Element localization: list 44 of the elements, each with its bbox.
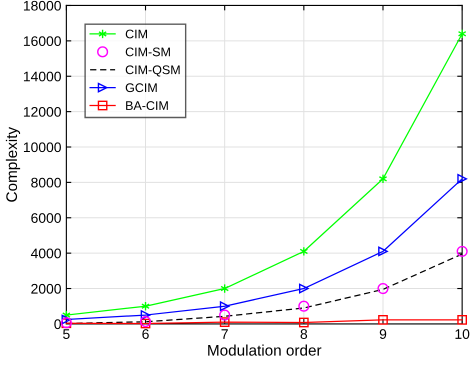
x-tick-label: 9 — [380, 329, 386, 339]
legend-label: CIM-QSM — [126, 65, 180, 76]
point — [220, 317, 230, 328]
y-tick-label: 14000 — [24, 72, 61, 82]
y-axis-title: Complexity — [6, 126, 20, 202]
point — [456, 246, 468, 257]
y-tick-label: 6000 — [31, 213, 61, 223]
y-tick-label: 12000 — [24, 106, 61, 117]
point — [140, 316, 152, 328]
point — [300, 246, 308, 256]
y-tick-label: 0 — [54, 319, 61, 330]
point — [220, 301, 230, 312]
legend-label: GCIM — [126, 83, 157, 92]
y-tick-label: 18000 — [24, 0, 61, 11]
x-tick-label: 5 — [63, 329, 70, 339]
y-tick-label: 4000 — [30, 248, 61, 258]
y-tick-label: 10000 — [24, 142, 61, 152]
point — [378, 174, 388, 184]
point — [378, 246, 388, 256]
legend-label: CIM — [126, 30, 147, 38]
point — [457, 314, 468, 325]
point — [378, 314, 388, 325]
x-tick-label: 7 — [222, 329, 228, 339]
y-tick-label: 16000 — [24, 36, 61, 46]
point — [220, 284, 229, 294]
legend-label: CIM-SM — [126, 47, 170, 56]
point — [457, 174, 468, 184]
x-tick-label: 10 — [455, 329, 470, 339]
x-axis-title: Modulation order — [208, 344, 322, 356]
x-tick-label: 6 — [142, 329, 149, 339]
point — [377, 282, 389, 294]
point — [458, 28, 466, 39]
x-tick-label: 8 — [300, 329, 308, 339]
point — [298, 300, 310, 312]
point — [141, 301, 150, 312]
y-tick-label: 8000 — [31, 178, 61, 188]
point — [298, 318, 309, 328]
y-tick-label: 2000 — [31, 284, 61, 294]
point — [219, 310, 230, 321]
point — [140, 310, 150, 320]
point — [62, 314, 72, 324]
legend-label: BA-CIM — [126, 101, 168, 110]
point — [298, 284, 309, 294]
point — [140, 318, 150, 328]
